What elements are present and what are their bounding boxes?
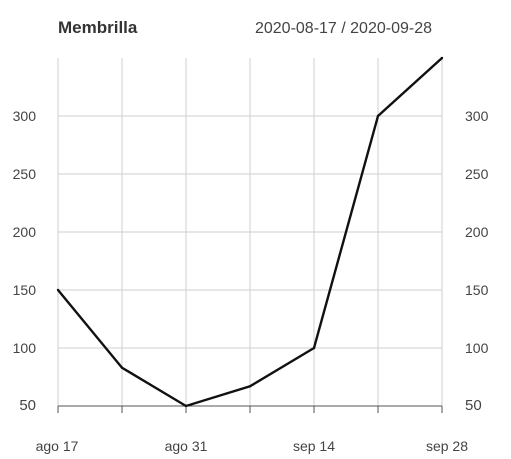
data-point-0-0	[56, 288, 60, 292]
data-point-0-3	[248, 385, 252, 388]
data-point-0-6	[440, 56, 444, 60]
y-tick-label-right-3: 200	[465, 224, 489, 240]
y-tick-label-right-5: 300	[465, 108, 489, 124]
y-tick-label-left-2: 150	[13, 282, 37, 298]
x-tick-label-2: ago 31	[165, 438, 208, 454]
data-point-0-5	[376, 114, 380, 118]
date-range-label: 2020-08-17 / 2020-09-28	[255, 20, 432, 37]
x-axis	[57, 405, 443, 413]
y-axis-left: 50 100 150 200 250 300	[13, 108, 37, 414]
y-tick-label-right-1: 100	[465, 340, 489, 356]
y-tick-label-right-4: 250	[465, 166, 489, 182]
data-point-0-1	[120, 366, 124, 369]
y-tick-label-left-5: 300	[13, 108, 37, 124]
y-tick-label-left-4: 250	[13, 166, 37, 182]
y-tick-label-left-3: 200	[13, 224, 37, 240]
chart-title: Membrilla	[58, 18, 138, 37]
y-tick-label-left-0: 50	[19, 397, 36, 414]
series-line-layer	[56, 56, 444, 408]
y-axis-right: 50 100 150 200 250 300	[465, 108, 489, 414]
data-point-0-2	[184, 404, 188, 408]
y-tick-label-right-2: 150	[465, 282, 489, 298]
y-tick-label-right-0: 50	[465, 397, 482, 414]
data-point-0-4	[312, 346, 316, 350]
y-tick-label-left-1: 100	[13, 340, 37, 356]
x-tick-label-4: sep 14	[293, 438, 335, 454]
x-tick-label-0: ago 17	[36, 438, 79, 454]
x-tick-label-6: sep 28	[426, 438, 468, 454]
x-axis-labels: ago 17 ago 31 sep 14 sep 28	[36, 438, 469, 454]
